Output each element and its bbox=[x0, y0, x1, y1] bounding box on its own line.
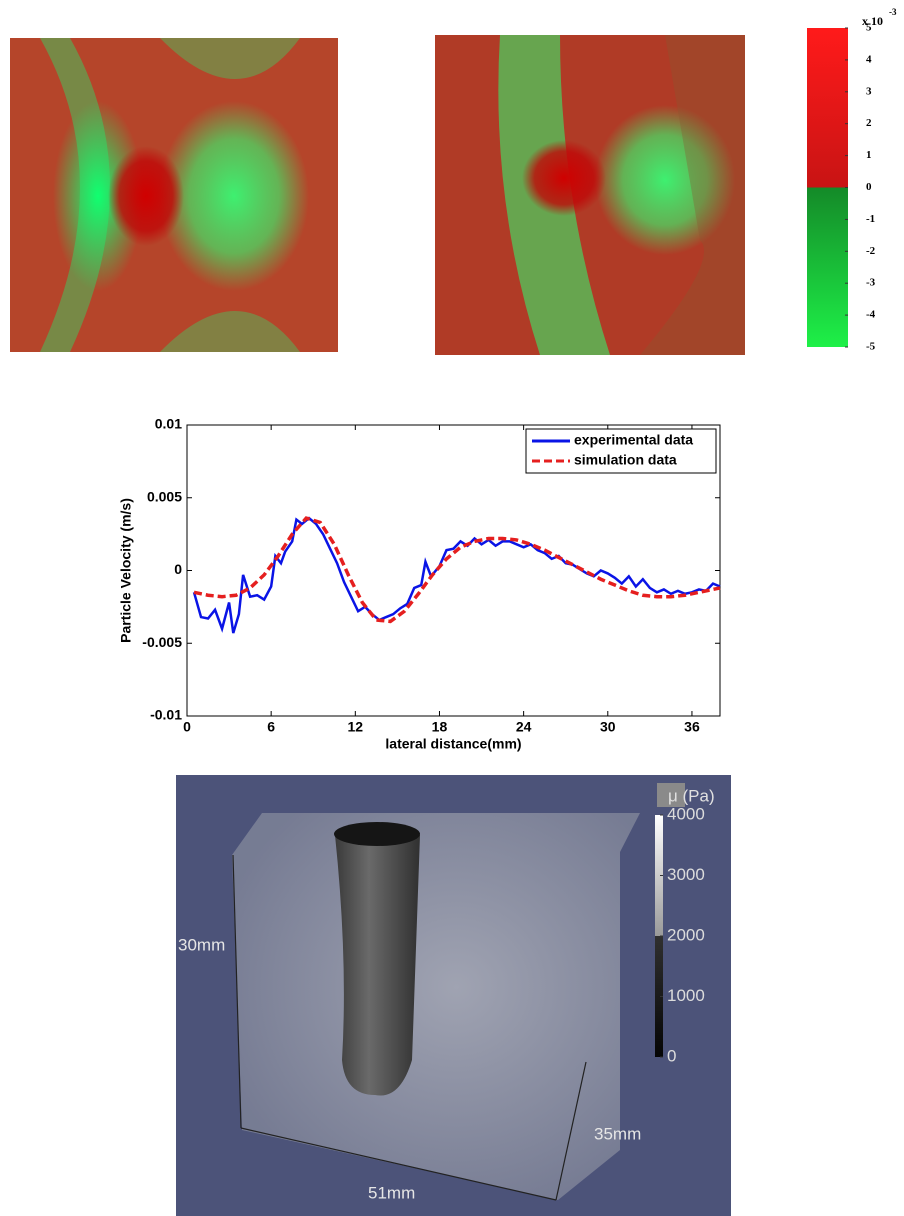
y-tick-label: 0 bbox=[866, 181, 872, 193]
y-tick-label: 4 bbox=[866, 53, 872, 65]
y-tick-label: -5 bbox=[866, 341, 876, 353]
x-tick-label: 24 bbox=[516, 719, 532, 735]
simulation-map bbox=[10, 38, 338, 352]
y-tick-label: 2 bbox=[866, 117, 872, 129]
y-tick-label: 4000 bbox=[667, 804, 705, 823]
y-tick-label: -0.01 bbox=[150, 707, 182, 723]
legend-label: simulation data bbox=[574, 452, 677, 468]
heat-colorbar bbox=[807, 28, 848, 347]
data-line bbox=[192, 516, 721, 634]
dimension-label: 30mm bbox=[178, 935, 225, 954]
y-tick-label: -4 bbox=[866, 309, 876, 321]
dimension-label: 51mm bbox=[368, 1183, 415, 1202]
x-tick-label: 12 bbox=[348, 719, 364, 735]
data-line bbox=[193, 516, 721, 624]
y-tick-label: -3 bbox=[866, 277, 876, 289]
y-tick-label: -2 bbox=[866, 245, 876, 257]
render-3d bbox=[176, 775, 731, 1216]
y-tick-label: 0 bbox=[667, 1046, 676, 1065]
y-tick-label: 0.005 bbox=[147, 488, 182, 504]
x-tick-label: 18 bbox=[432, 719, 448, 735]
dimension-label: 35mm bbox=[594, 1124, 641, 1143]
colorbar bbox=[655, 815, 663, 1057]
y-tick-label: -0.005 bbox=[142, 634, 182, 650]
y-tick-label: 1 bbox=[866, 149, 872, 161]
x-axis-label: lateral distance(mm) bbox=[385, 736, 521, 752]
experimental-map bbox=[435, 35, 745, 355]
x-tick-label: 0 bbox=[183, 719, 191, 735]
x-tick-label: 36 bbox=[684, 719, 700, 735]
y-tick-label: -1 bbox=[866, 213, 875, 225]
y-tick-label: 1000 bbox=[667, 986, 705, 1005]
x-tick-label: 6 bbox=[267, 719, 275, 735]
y-tick-label: 5 bbox=[866, 22, 872, 34]
x-tick-label: 30 bbox=[600, 719, 616, 735]
y-tick-label: 2000 bbox=[667, 925, 705, 944]
y-tick-label: 0 bbox=[174, 561, 182, 577]
y-tick-label: 3000 bbox=[667, 865, 705, 884]
y-tick-label: 0.01 bbox=[155, 416, 182, 432]
colorbar-title: μ (Pa) bbox=[668, 786, 715, 805]
y-tick-label: 3 bbox=[866, 85, 872, 97]
legend-box bbox=[525, 428, 717, 474]
legend-label: experimental data bbox=[574, 432, 693, 448]
y-axis-label: Particle Velocity (m/s) bbox=[118, 498, 134, 643]
multiplier: x 10 bbox=[862, 14, 883, 28]
multiplier-exponent: -3 bbox=[889, 7, 897, 17]
